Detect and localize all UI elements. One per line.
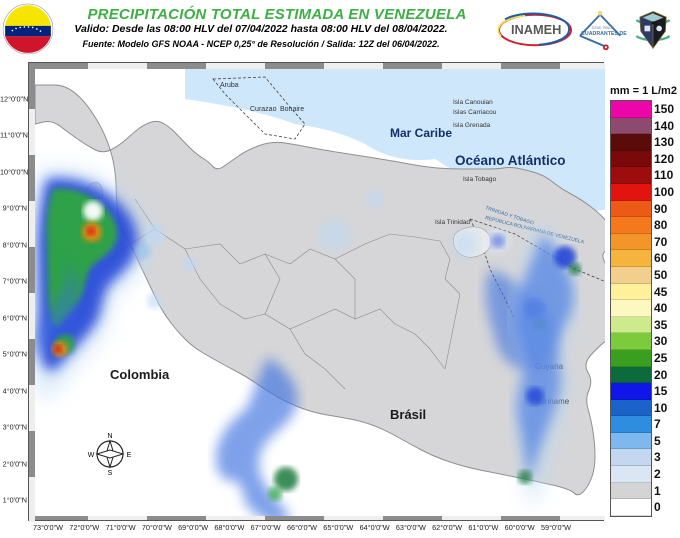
svg-text:Brásil: Brásil (390, 407, 426, 422)
svg-text:Océano Atlántico: Océano Atlántico (455, 153, 566, 168)
svg-text:Mar Caribe: Mar Caribe (390, 126, 452, 140)
svg-text:Curazao: Curazao (250, 106, 277, 113)
svg-text:Isla Trinidad: Isla Trinidad (435, 219, 470, 226)
svg-text:S: S (108, 470, 113, 477)
svg-text:CUADRANTES DE: CUADRANTES DE (581, 31, 627, 37)
svg-text:Isla Canouian: Isla Canouian (453, 99, 493, 106)
svg-text:W: W (88, 452, 95, 459)
svg-text:Bonaire: Bonaire (280, 106, 304, 113)
svg-text:Islas Carriacou: Islas Carriacou (453, 109, 497, 116)
svg-text:Isla Tobago: Isla Tobago (463, 176, 497, 183)
svg-text:Aruba: Aruba (220, 82, 239, 89)
svg-text:INAMEH: INAMEH (511, 22, 561, 37)
svg-text:Isla Grenada: Isla Grenada (453, 122, 491, 129)
svg-text:Gran Visión: Gran Visión (592, 25, 615, 30)
svg-text:N: N (107, 433, 112, 440)
svg-text:E: E (127, 452, 132, 459)
svg-text:Colombia: Colombia (110, 367, 170, 382)
